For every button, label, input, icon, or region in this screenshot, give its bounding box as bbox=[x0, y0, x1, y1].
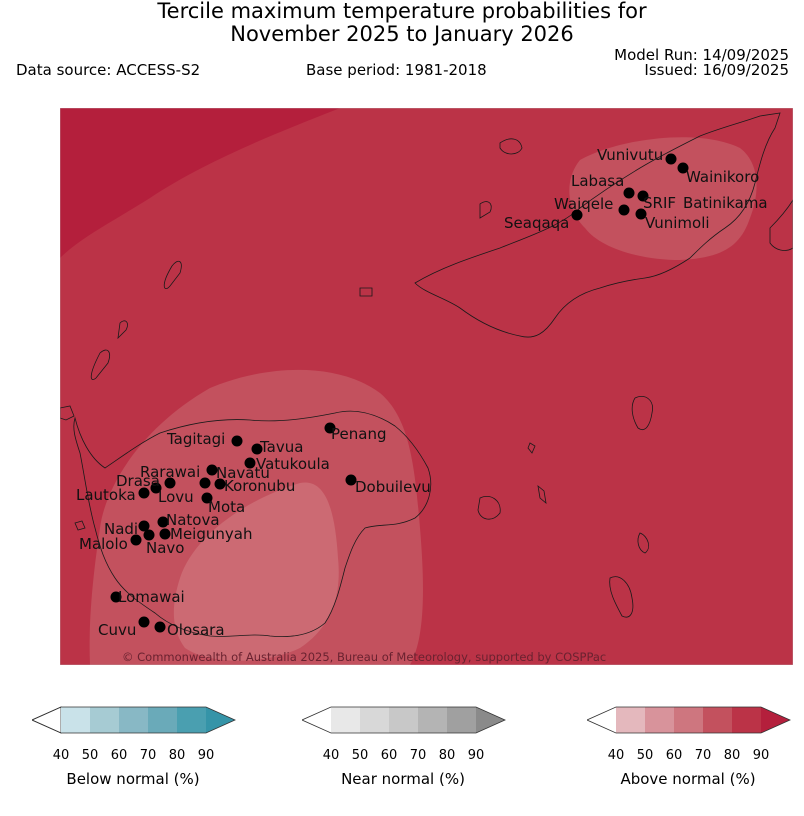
station-label-batinikama: Batinikama bbox=[683, 194, 768, 212]
colorbar-below-normal bbox=[32, 706, 236, 734]
station-label-seaqaqa: Seaqaqa bbox=[504, 214, 569, 232]
near-tick-50: 50 bbox=[351, 748, 369, 763]
above-normal-title: Above normal (%) bbox=[620, 770, 756, 788]
contour-northeast-70 bbox=[569, 137, 757, 260]
station-label-natova: Natova bbox=[166, 511, 220, 529]
above-swatch-80-90 bbox=[732, 707, 761, 733]
near-tick-70: 70 bbox=[409, 748, 427, 763]
near-swatch-50-60 bbox=[360, 707, 389, 733]
below-tick-80: 80 bbox=[168, 748, 186, 763]
above-tick-50: 50 bbox=[636, 748, 654, 763]
near-swatch-80-90 bbox=[447, 707, 476, 733]
near-swatch-gt90 bbox=[476, 707, 505, 733]
near-tick-90: 90 bbox=[467, 748, 485, 763]
station-label-vunimoli: Vunimoli bbox=[645, 214, 710, 232]
above-swatch-50-60 bbox=[645, 707, 674, 733]
below-swatch-80-90 bbox=[177, 707, 206, 733]
near-swatch-lt40 bbox=[302, 707, 331, 733]
station-label-srif: SRIF bbox=[643, 194, 676, 212]
below-tick-40: 40 bbox=[52, 748, 70, 763]
station-label-olosara: Olosara bbox=[167, 621, 225, 639]
below-swatch-gt90 bbox=[206, 707, 235, 733]
station-labels: Vunivutu Wainikoro Labasa Waiqele SRIF B… bbox=[76, 146, 768, 639]
below-tick-70: 70 bbox=[139, 748, 157, 763]
above-tick-80: 80 bbox=[723, 748, 741, 763]
above-swatch-40-50 bbox=[616, 707, 645, 733]
station-label-wainikoro: Wainikoro bbox=[686, 168, 759, 186]
below-swatch-lt40 bbox=[32, 706, 62, 734]
station-label-vunivutu: Vunivutu bbox=[597, 146, 663, 164]
above-swatch-60-70 bbox=[674, 707, 703, 733]
below-swatch-50-60 bbox=[90, 707, 119, 733]
colorbar-near-normal bbox=[302, 706, 506, 734]
data-source-label: Data source: ACCESS-S2 bbox=[16, 61, 201, 79]
copyright-credit: © Commonwealth of Australia 2025, Bureau… bbox=[122, 650, 606, 664]
near-swatch-60-70 bbox=[389, 707, 418, 733]
map-title-line1: Tercile maximum temperature probabilitie… bbox=[157, 0, 647, 23]
map-title-line2: November 2025 to January 2026 bbox=[230, 22, 574, 46]
station-label-mota: Mota bbox=[208, 498, 245, 516]
above-tick-40: 40 bbox=[607, 748, 625, 763]
contour-80-90 bbox=[60, 108, 340, 258]
station-label-navo: Navo bbox=[146, 539, 184, 557]
above-swatch-lt40 bbox=[587, 707, 616, 733]
below-swatch-60-70 bbox=[119, 707, 148, 733]
above-swatch-gt90 bbox=[761, 707, 790, 733]
below-tick-90: 90 bbox=[197, 748, 215, 763]
near-swatch-70-80 bbox=[418, 707, 447, 733]
station-label-labasa: Labasa bbox=[571, 172, 624, 190]
below-tick-50: 50 bbox=[81, 748, 99, 763]
below-swatch-40-50 bbox=[61, 707, 90, 733]
station-label-rarawai: Rarawai bbox=[140, 463, 200, 481]
station-label-lomawai: Lomawai bbox=[118, 588, 185, 606]
station-label-penang: Penang bbox=[331, 425, 386, 443]
station-label-malolo: Malolo bbox=[79, 535, 128, 553]
station-label-navatu: Navatu bbox=[216, 464, 270, 482]
base-period-label: Base period: 1981-2018 bbox=[306, 61, 487, 79]
station-label-lautoka: Lautoka bbox=[76, 486, 136, 504]
station-label-drasa: Drasa bbox=[116, 472, 160, 490]
station-label-tagitagi: Tagitagi bbox=[166, 430, 225, 448]
station-label-lovu: Lovu bbox=[158, 488, 194, 506]
above-tick-90: 90 bbox=[752, 748, 770, 763]
above-tick-70: 70 bbox=[694, 748, 712, 763]
issued-label: Issued: 16/09/2025 bbox=[644, 61, 789, 79]
station-label-waiqele: Waiqele bbox=[554, 195, 613, 213]
station-label-tavua: Tavua bbox=[259, 438, 303, 456]
below-swatch-70-80 bbox=[148, 707, 177, 733]
station-markers bbox=[110, 153, 689, 633]
above-swatch-70-80 bbox=[703, 707, 732, 733]
station-label-meigunyah: Meigunyah bbox=[170, 525, 252, 543]
below-tick-60: 60 bbox=[110, 748, 128, 763]
contour-southwest-60 bbox=[173, 482, 339, 661]
below-normal-title: Below normal (%) bbox=[66, 770, 200, 788]
coastlines bbox=[60, 112, 793, 638]
station-label-nadi: Nadi bbox=[104, 520, 138, 538]
near-tick-40: 40 bbox=[322, 748, 340, 763]
near-tick-60: 60 bbox=[380, 748, 398, 763]
near-swatch-40-50 bbox=[331, 707, 360, 733]
near-tick-80: 80 bbox=[438, 748, 456, 763]
station-label-vatukoula: Vatukoula bbox=[256, 455, 330, 473]
colorbar-above-normal bbox=[587, 706, 791, 734]
station-label-cuvu: Cuvu bbox=[98, 621, 136, 639]
above-tick-60: 60 bbox=[665, 748, 683, 763]
near-normal-title: Near normal (%) bbox=[341, 770, 465, 788]
model-run-label: Model Run: 14/09/2025 bbox=[614, 46, 789, 64]
probability-map: Vunivutu Wainikoro Labasa Waiqele SRIF B… bbox=[60, 108, 793, 665]
station-label-dobuilevu: Dobuilevu bbox=[355, 478, 431, 496]
station-label-koronubu: Koronubu bbox=[224, 477, 295, 495]
